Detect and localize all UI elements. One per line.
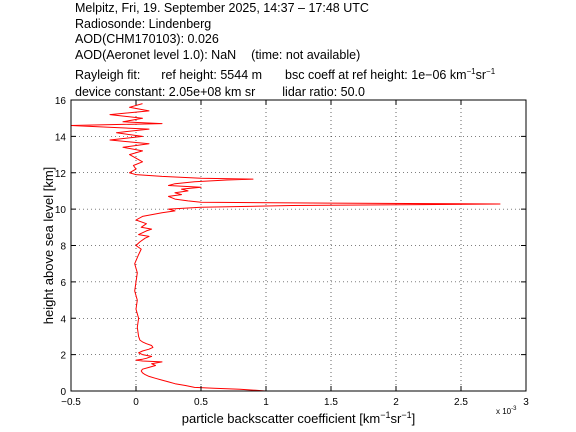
y-tick-label: 0 [60, 387, 66, 398]
x-tick-label: 1.5 [324, 397, 338, 408]
y-tick-labels: 0 2 4 6 8 10 12 14 16 [55, 96, 67, 398]
y-tick-label: 2 [60, 351, 66, 362]
y-tick-label: 6 [60, 278, 66, 289]
location-time-title: Melpitz, Fri, 19. September 2025, 14:37 … [75, 1, 369, 15]
x-tick-label: 0 [133, 397, 139, 408]
x-tick-label: 2 [393, 397, 399, 408]
rayleigh-fit-label: Rayleigh fit: [75, 68, 141, 82]
x-tick-label: 0.5 [194, 397, 208, 408]
y-tick-label: 4 [60, 314, 66, 325]
radiosonde-info: Radiosonde: Lindenberg [75, 17, 212, 31]
y-tick-label: 8 [60, 242, 66, 253]
rayleigh-fit-row: Rayleigh fit: ref height: 5544 m bsc coe… [75, 67, 495, 83]
y-tick-label: 12 [55, 169, 67, 180]
lidar-ratio: lidar ratio: 50.0 [282, 85, 365, 99]
grid-lines [71, 100, 526, 391]
aod-aeronet-info: AOD(Aeronet level 1.0): NaN (time: not a… [75, 47, 360, 63]
axis-ticks [70, 99, 527, 392]
x-tick-label: 3 [523, 397, 529, 408]
y-tick-label: 14 [55, 132, 67, 143]
aod-chm-info: AOD(CHM170103): 0.026 [75, 32, 219, 46]
reference-height: ref height: 5544 m [161, 68, 263, 82]
x-axis-label: particle backscatter coefficient [km−1sr… [182, 410, 415, 426]
bsc-coeff-ref-height: bsc coeff at ref height: 1e−06 km−1sr−1 [285, 67, 496, 83]
x-tick-labels: −0.5 0 0.5 1 1.5 2 2.5 3 [61, 397, 529, 408]
y-tick-label: 10 [55, 205, 67, 216]
aod-aeronet-time: (time: not available) [251, 48, 361, 62]
x-tick-label: −0.5 [61, 397, 81, 408]
y-axis-label: height above sea level [km] [41, 167, 56, 325]
x-tick-label: 2.5 [454, 397, 468, 408]
device-constant-row: device constant: 2.05e+08 km sr lidar ra… [75, 84, 365, 100]
aod-aeronet-value: AOD(Aeronet level 1.0): NaN [75, 48, 237, 62]
backscatter-profile-line [70, 103, 501, 392]
device-constant: device constant: 2.05e+08 km sr [75, 85, 256, 99]
x-axis-multiplier: x 10-3 [496, 406, 517, 416]
x-tick-label: 1 [263, 397, 269, 408]
y-tick-label: 16 [55, 96, 67, 107]
